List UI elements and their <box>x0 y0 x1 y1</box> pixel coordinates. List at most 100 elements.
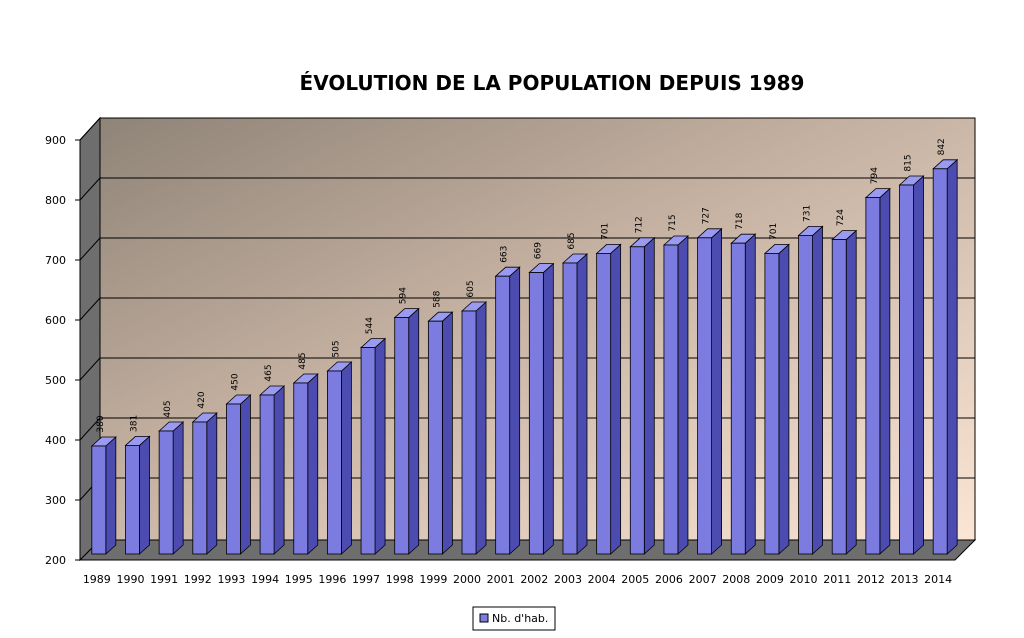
legend-swatch <box>479 613 489 623</box>
value-label: 724 <box>836 209 846 226</box>
bar-side <box>744 233 756 555</box>
bar-side <box>879 187 891 555</box>
legend-box <box>472 606 556 631</box>
x-tick-label: 2005 <box>621 573 649 586</box>
value-label: 718 <box>735 212 745 229</box>
value-label: 815 <box>904 154 914 171</box>
value-label: 544 <box>365 317 375 334</box>
value-label: 663 <box>500 246 510 263</box>
bar <box>562 262 578 555</box>
x-tick-label: 1995 <box>285 573 313 586</box>
value-label: 669 <box>533 242 543 259</box>
bar <box>764 252 780 555</box>
y-tick-label: 900 <box>45 134 66 147</box>
bar <box>125 444 140 555</box>
bar <box>259 394 275 555</box>
x-tick-label: 2006 <box>655 573 683 586</box>
value-label: 701 <box>601 223 611 240</box>
y-tick-label: 400 <box>45 434 66 447</box>
bar <box>91 445 107 555</box>
x-tick-label: 1989 <box>83 573 111 586</box>
bar-side <box>374 337 386 555</box>
y-tick-label: 300 <box>45 494 66 507</box>
grid-line <box>79 117 101 141</box>
bar <box>495 275 511 555</box>
legend-label: Nb. d'hab. <box>492 612 548 625</box>
x-tick-label: 1998 <box>386 573 414 586</box>
bar <box>831 239 847 555</box>
bar <box>697 237 712 555</box>
value-label: 594 <box>399 287 409 304</box>
x-tick-label: 2004 <box>588 573 616 586</box>
bar-side <box>576 253 588 555</box>
bar <box>528 272 544 555</box>
value-label: 420 <box>197 391 207 408</box>
value-label: 842 <box>937 138 947 155</box>
value-label: 685 <box>567 232 577 249</box>
x-tick-label: 1996 <box>318 573 346 586</box>
x-tick-label: 1991 <box>150 573 178 586</box>
value-label: 588 <box>432 290 442 307</box>
grid-line <box>79 237 101 261</box>
value-label: 405 <box>163 400 173 417</box>
bar <box>798 234 813 555</box>
value-label: 715 <box>668 214 678 231</box>
grid-line <box>79 417 101 441</box>
bar-side <box>946 158 958 555</box>
y-tick-label: 600 <box>45 314 66 327</box>
bar <box>596 252 612 555</box>
bar <box>461 310 477 555</box>
x-tick-label: 2012 <box>857 573 885 586</box>
bar-side <box>139 435 150 555</box>
x-tick-label: 2000 <box>453 573 481 586</box>
x-tick-label: 2003 <box>554 573 582 586</box>
x-tick-label: 1993 <box>217 573 245 586</box>
value-label: 505 <box>331 340 341 357</box>
bar <box>360 347 376 555</box>
x-tick-label: 1997 <box>352 573 380 586</box>
bar <box>899 184 914 555</box>
bar <box>730 242 746 555</box>
bar-side <box>105 436 117 555</box>
x-tick-label: 2008 <box>722 573 750 586</box>
x-tick-label: 2014 <box>924 573 952 586</box>
value-label: 380 <box>96 415 106 432</box>
y-tick-label: 500 <box>45 374 66 387</box>
value-label: 731 <box>803 205 813 222</box>
bar-side <box>509 266 521 555</box>
bar-side <box>273 385 285 555</box>
value-label: 485 <box>298 352 308 369</box>
x-tick-label: 1992 <box>184 573 212 586</box>
grid-line <box>79 297 101 321</box>
x-tick-label: 2009 <box>756 573 784 586</box>
x-tick-label: 1999 <box>419 573 447 586</box>
value-label: 605 <box>466 280 476 297</box>
bar-side <box>408 307 420 555</box>
bar <box>192 421 208 555</box>
x-tick-label: 2013 <box>891 573 919 586</box>
bar <box>663 244 679 555</box>
grid-line <box>79 357 101 381</box>
bar-side <box>643 236 655 555</box>
x-tick-label: 2007 <box>689 573 717 586</box>
x-tick-label: 1994 <box>251 573 279 586</box>
bar-side <box>542 262 554 555</box>
bar-side <box>475 301 487 555</box>
bar-side <box>778 243 790 555</box>
value-label: 450 <box>230 373 240 390</box>
bar <box>158 430 174 555</box>
bar <box>865 197 881 555</box>
value-label: 727 <box>702 207 712 224</box>
x-tick-label: 2011 <box>823 573 851 586</box>
bar-side <box>711 227 722 555</box>
bar-side <box>206 412 218 555</box>
bar-side <box>172 421 184 555</box>
value-label: 381 <box>129 415 139 432</box>
bar-side <box>341 361 352 555</box>
bar-side <box>240 394 251 555</box>
x-tick-label: 2001 <box>487 573 515 586</box>
value-label: 701 <box>769 223 779 240</box>
bar <box>226 403 241 555</box>
y-tick-label: 800 <box>45 194 66 207</box>
bar <box>293 382 309 555</box>
